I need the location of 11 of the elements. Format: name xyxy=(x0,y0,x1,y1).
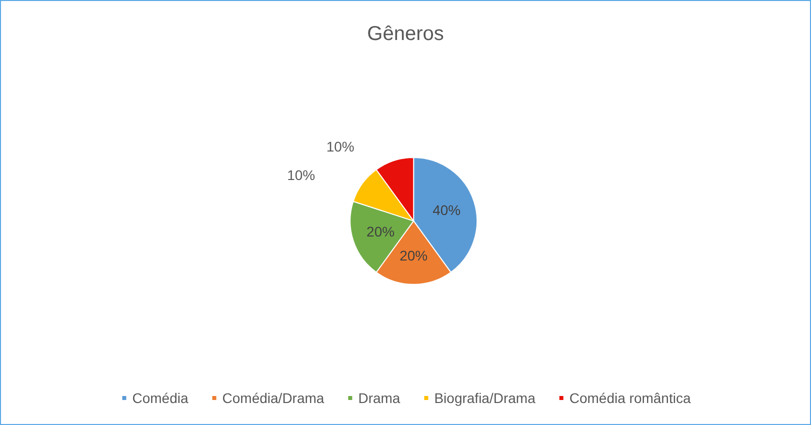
chart-title: Gêneros xyxy=(367,23,444,45)
data-label: 10% xyxy=(326,138,354,154)
legend-label: Comédia/Drama xyxy=(222,390,324,406)
data-label: 20% xyxy=(400,248,428,264)
legend-label: Drama xyxy=(358,390,400,406)
legend-label: Comédia romântica xyxy=(569,390,691,406)
data-label: 40% xyxy=(432,202,461,218)
data-label: 10% xyxy=(287,166,316,183)
legend-label: Biografia/Drama xyxy=(434,390,536,406)
legend-label: Comédia xyxy=(132,390,188,406)
data-label: 20% xyxy=(366,224,395,240)
